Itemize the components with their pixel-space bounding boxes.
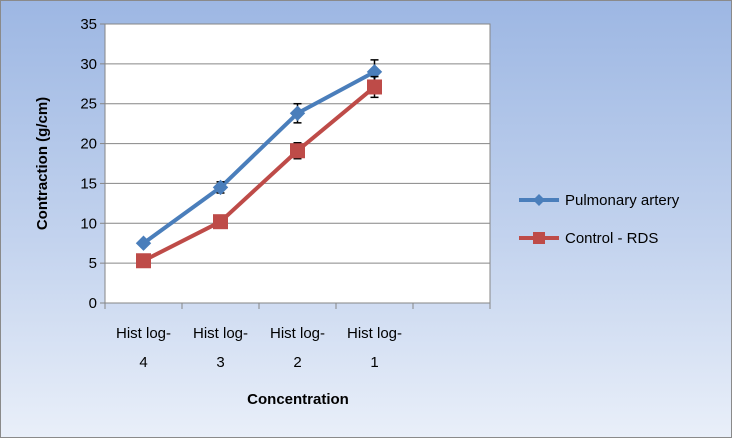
data-point xyxy=(212,179,229,196)
data-point xyxy=(213,214,228,230)
x-tick-label: 3 xyxy=(216,354,224,371)
x-tick-label: 1 xyxy=(370,354,378,371)
y-tick-label: 20 xyxy=(80,136,97,153)
x-tick-label: 4 xyxy=(139,354,147,371)
data-point xyxy=(135,235,152,251)
plot-area xyxy=(105,24,490,303)
y-axis-title: Contraction (g/cm) xyxy=(34,97,51,230)
data-point xyxy=(290,143,305,159)
x-tick-label: Hist log- xyxy=(347,325,402,342)
y-tick-label: 10 xyxy=(80,215,97,232)
legend-marker xyxy=(533,232,545,244)
x-tick-label: Hist log- xyxy=(116,325,171,342)
legend-label: Pulmonary artery xyxy=(565,192,680,209)
data-point xyxy=(367,79,382,95)
y-tick-label: 5 xyxy=(89,255,97,272)
data-point xyxy=(289,105,306,121)
x-tick-label: 2 xyxy=(293,354,301,371)
x-tick-label: Hist log- xyxy=(193,325,248,342)
series-line xyxy=(142,70,376,245)
series-line xyxy=(142,85,376,263)
data-point xyxy=(136,253,151,269)
legend-marker xyxy=(533,194,545,206)
y-tick-label: 15 xyxy=(80,175,97,192)
x-tick-label: Hist log- xyxy=(270,325,325,342)
plot-border xyxy=(104,23,491,304)
x-axis-title: Concentration xyxy=(247,391,349,408)
y-tick-label: 30 xyxy=(80,56,97,73)
y-tick-label: 35 xyxy=(80,16,97,33)
legend-label: Control - RDS xyxy=(565,230,658,247)
y-tick-label: 0 xyxy=(89,295,97,312)
y-tick-label: 25 xyxy=(80,96,97,113)
